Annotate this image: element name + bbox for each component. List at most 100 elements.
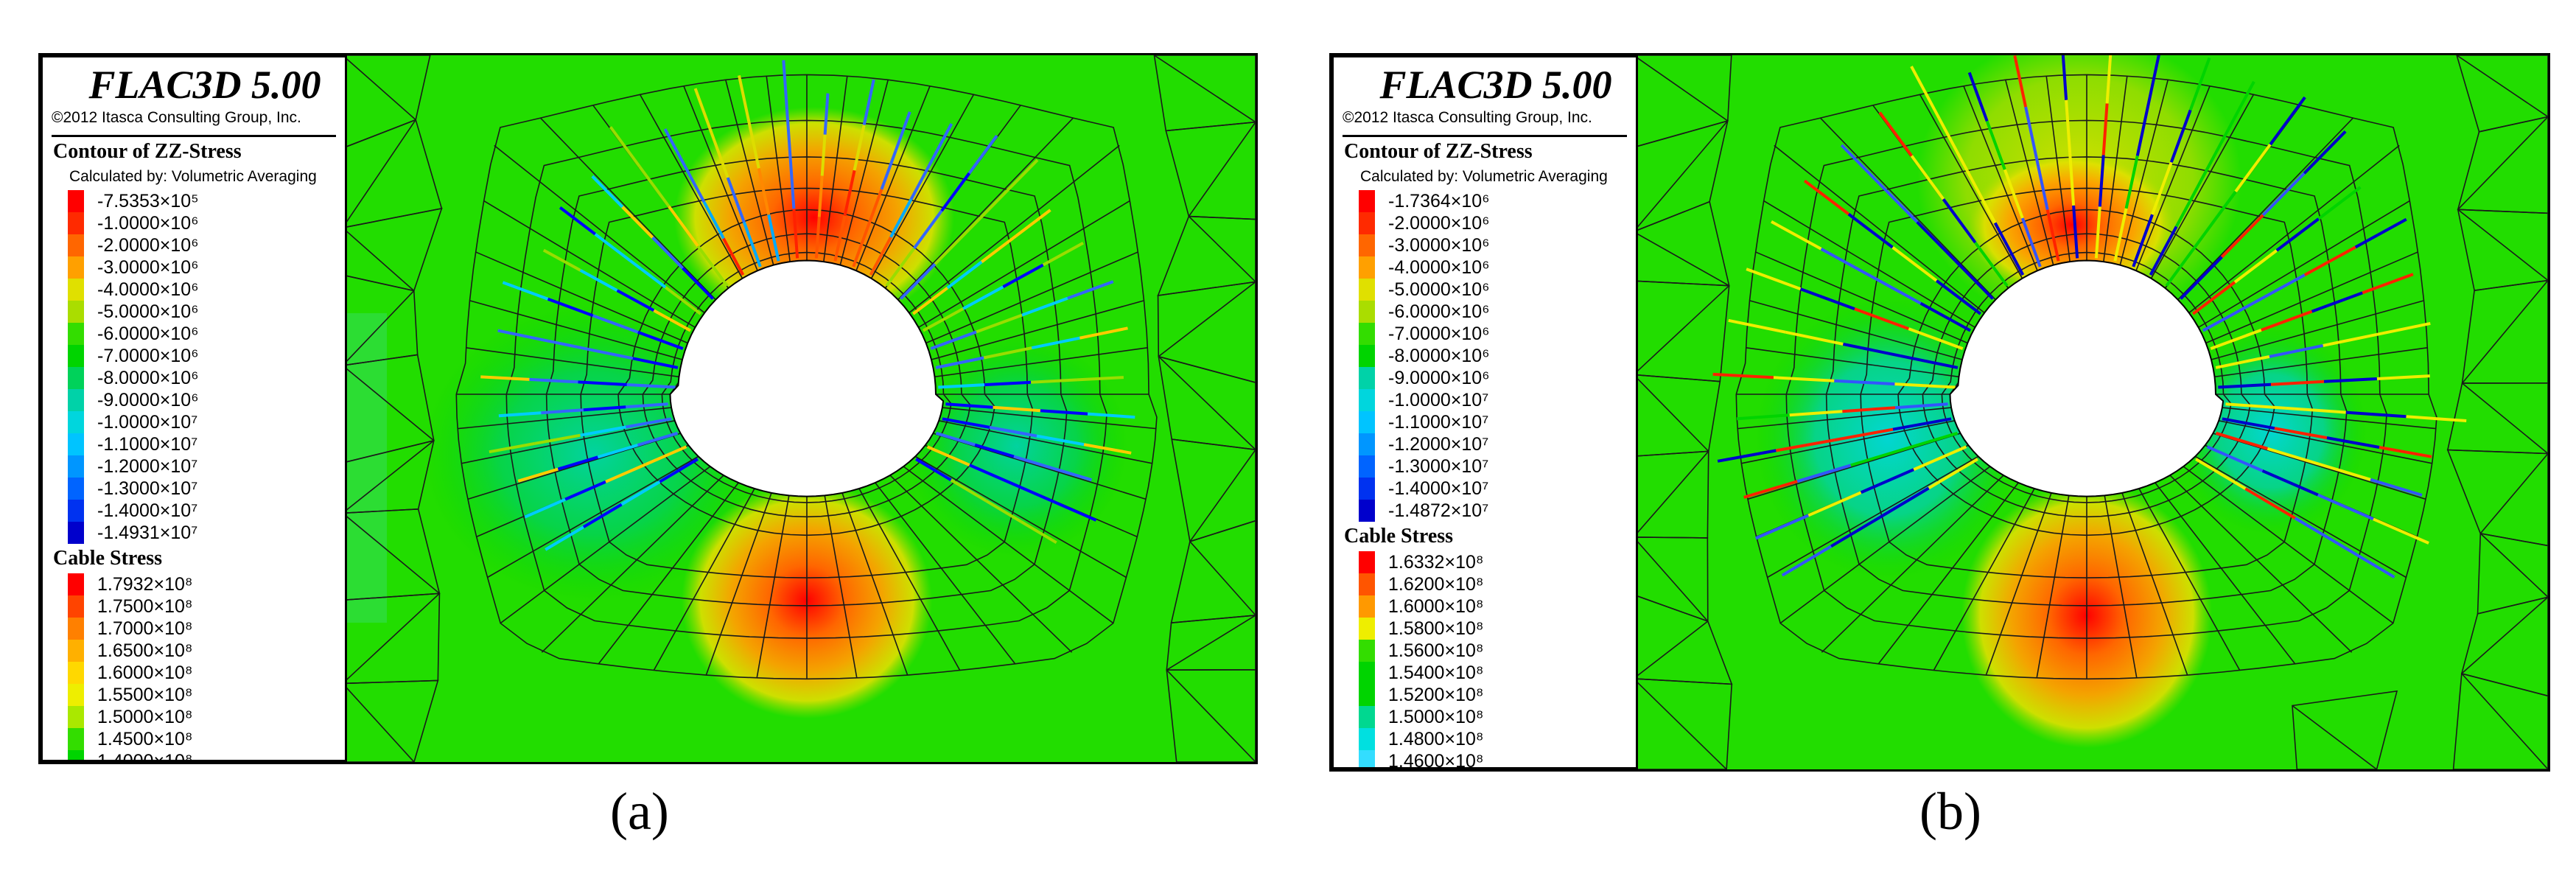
mesh-radial [897, 117, 1074, 301]
mesh-cell [1166, 615, 1256, 671]
cable-segment [2105, 55, 2113, 104]
mesh-diagonal [1158, 356, 1256, 450]
mesh-radial [724, 80, 774, 265]
cable-label: 1.5000×10⁸ [1388, 707, 1484, 727]
mesh-cell [1165, 121, 1256, 220]
model-view-a [343, 55, 1256, 762]
cable-segment [2303, 245, 2356, 276]
mesh-radial [1737, 407, 1952, 430]
contour-label: -8.0000×10⁶ [97, 368, 199, 388]
cable-segment [1840, 144, 1880, 185]
mesh-radial [2150, 94, 2255, 279]
cable-segment [579, 269, 618, 292]
contour-swatch [68, 190, 84, 212]
cable-segment [962, 285, 1004, 310]
mesh-cell [1157, 281, 1256, 383]
mesh-radial [824, 495, 858, 679]
contour-label: -1.1000×10⁷ [97, 434, 198, 455]
cable-segment [542, 338, 589, 351]
mesh-cell [2477, 532, 2548, 615]
contour-entry: -1.2000×10⁷ [68, 455, 345, 478]
mesh-cell [2446, 449, 2548, 547]
contour-swatch [1359, 367, 1375, 389]
cable-segment [632, 357, 679, 369]
mesh-radial [858, 488, 961, 671]
cable-segment [2045, 209, 2060, 262]
cable-segment [591, 175, 624, 209]
contour-label: -6.0000×10⁶ [1388, 301, 1490, 322]
cable-segment [564, 480, 606, 501]
cable-segment [557, 455, 598, 471]
cable-segment [935, 431, 976, 447]
contour-entry: -9.0000×10⁶ [68, 389, 345, 411]
cable-segment [2147, 55, 2160, 104]
cable-segment [782, 60, 788, 111]
mesh-radial [2045, 76, 2071, 262]
mesh-radial [1821, 475, 2004, 653]
contour-label: -1.4872×10⁷ [1388, 500, 1489, 521]
cable-segment [2317, 186, 2362, 220]
cable-segment [2323, 377, 2378, 383]
model-plot-a [343, 55, 1256, 762]
cable-segment [880, 150, 897, 190]
cable-segment [1842, 342, 1901, 357]
contour-label: -2.0000×10⁶ [1388, 213, 1490, 234]
contour-entry: -2.0000×10⁶ [68, 234, 345, 256]
contour-entry: -7.0000×10⁶ [68, 345, 345, 367]
mesh-radial [2222, 407, 2437, 430]
cable-segment [1785, 330, 1844, 346]
cable-label: 1.5500×10⁸ [97, 685, 193, 705]
contour-label: -7.0000×10⁶ [1388, 324, 1490, 344]
contour-entry: -1.1000×10⁷ [68, 433, 345, 455]
cable-segment [1860, 468, 1914, 494]
cable-segment [2225, 402, 2286, 410]
mesh-diagonal [2462, 382, 2548, 455]
contour-label: -4.0000×10⁶ [1388, 257, 1490, 278]
cable-segment [989, 425, 1037, 438]
cable-segment [2202, 301, 2255, 332]
cable-swatch [68, 573, 84, 595]
caption-a: (a) [610, 782, 669, 841]
contour-label: -1.7364×10⁶ [1388, 191, 1490, 211]
cable-segment [2061, 55, 2068, 100]
contour-swatch [1359, 389, 1375, 411]
contour-swatch [1359, 345, 1375, 367]
mesh-radial [889, 475, 1073, 653]
cable-swatch [1359, 684, 1375, 706]
cable-segment [2013, 55, 2028, 108]
contour-label: -9.0000×10⁶ [1388, 368, 1490, 388]
contour-swatch [1359, 256, 1375, 279]
cable-segment [852, 227, 869, 268]
cable-label: 1.6200×10⁸ [1388, 574, 1484, 595]
contour-entry: -1.3000×10⁷ [68, 478, 345, 500]
cable-segment [1002, 263, 1044, 288]
cable-segment [792, 209, 799, 259]
contour-label: -1.0000×10⁷ [1388, 390, 1489, 410]
cable-segment [1781, 545, 1833, 577]
cable-segment [621, 206, 654, 239]
cable-label: 1.7932×10⁸ [97, 574, 193, 595]
cable-entry: 1.6000×10⁸ [1359, 595, 1636, 618]
cable-segment [1973, 241, 2009, 287]
contour-swatch [1359, 279, 1375, 301]
cable-segment [935, 356, 984, 369]
cable-segment [2261, 172, 2306, 217]
contour-swatch [68, 301, 84, 323]
cable-segment [1910, 66, 1941, 119]
cable-segment [2065, 99, 2072, 153]
mesh-radial [766, 76, 791, 262]
mesh-radial [1819, 117, 1996, 301]
cable-segment [1850, 447, 1905, 467]
contour-entry: -1.3000×10⁷ [1359, 455, 1636, 478]
cable-segment [1878, 111, 1913, 157]
mesh-diagonal [1188, 122, 1256, 217]
cable-swatch [1359, 551, 1375, 573]
contour-entry: -1.4000×10⁷ [1359, 478, 1636, 500]
panel-b: FLAC3D 5.00 ©2012 Itasca Consulting Grou… [1329, 53, 2550, 772]
contour-swatch [68, 345, 84, 367]
mesh-radial [2205, 251, 2418, 344]
cable-label: 1.5600×10⁸ [1388, 640, 1484, 661]
contour-swatch [68, 234, 84, 256]
cable-label: 1.4600×10⁸ [1388, 751, 1484, 769]
cable-segment [843, 169, 856, 217]
